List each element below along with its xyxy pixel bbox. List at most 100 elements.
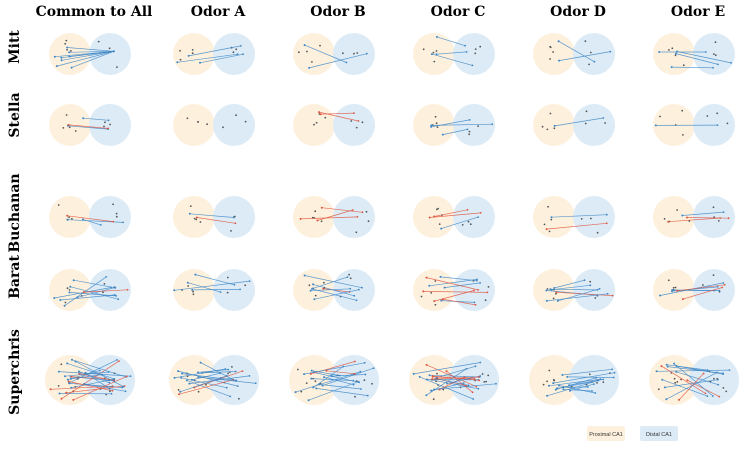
connection-endpoint	[706, 395, 709, 397]
connection-line	[77, 287, 115, 298]
connection-endpoint	[322, 287, 325, 290]
panel-stella-1	[173, 104, 255, 146]
connection-endpoint	[105, 276, 108, 278]
distal-region	[573, 196, 615, 238]
neuron-node	[596, 382, 598, 384]
connection-endpoint	[464, 44, 466, 47]
proximal-region	[45, 355, 95, 405]
connection-endpoint	[428, 284, 431, 287]
connection-endpoint	[186, 281, 189, 284]
connection-line	[313, 366, 344, 388]
connection-endpoint	[665, 398, 668, 401]
panel-buchanan-0	[49, 196, 131, 238]
connection-line	[180, 375, 227, 393]
connection-endpoint	[187, 54, 190, 57]
neuron-node	[116, 66, 118, 68]
connection-endpoint	[319, 113, 322, 116]
connection-endpoint	[98, 369, 101, 372]
neuron-node	[297, 368, 299, 371]
connection-line	[300, 216, 358, 220]
connection-line	[70, 374, 103, 380]
connection-endpoint	[113, 294, 116, 296]
connection-endpoint	[440, 227, 443, 230]
neuron-node	[226, 291, 229, 294]
legend-label-proximal: Proximal CA1	[589, 432, 623, 438]
neuron-node	[235, 48, 238, 51]
connection-endpoint	[107, 127, 110, 130]
neuron-node	[552, 51, 554, 53]
connection-endpoint	[613, 371, 616, 374]
neuron-node	[435, 208, 438, 211]
connection-endpoint	[471, 391, 474, 394]
neuron-node	[467, 220, 470, 223]
connection-line	[60, 294, 115, 301]
connection-line	[195, 274, 235, 286]
connection-endpoint	[67, 123, 70, 126]
neuron-node	[65, 39, 68, 42]
connection-endpoint	[722, 372, 724, 375]
connection-line	[179, 379, 234, 395]
connection-line	[664, 379, 718, 388]
neuron-node	[469, 223, 472, 226]
connection-endpoint	[365, 52, 368, 55]
neuron-node	[311, 216, 314, 219]
neuron-node	[103, 283, 106, 285]
panel-buchanan-5	[653, 196, 735, 238]
neuron-node	[726, 122, 729, 125]
proximal-region	[533, 33, 575, 75]
connection-endpoint	[681, 298, 684, 301]
connection-endpoint	[706, 369, 709, 371]
connection-line	[567, 376, 614, 378]
legend-swatch-proximal	[587, 426, 625, 441]
connection-endpoint	[666, 365, 669, 368]
connection-line	[677, 284, 725, 292]
connection-endpoint	[654, 124, 657, 127]
connection-line	[66, 385, 125, 394]
neuron-node	[553, 127, 556, 130]
connection-endpoint	[53, 297, 56, 299]
neuron-node	[713, 53, 715, 55]
neuron-node	[109, 123, 111, 126]
connection-endpoint	[545, 228, 548, 231]
proximal-region	[653, 33, 695, 75]
connection-endpoint	[185, 379, 188, 382]
connection-line	[67, 47, 114, 52]
connection-line	[199, 53, 244, 64]
connection-endpoint	[310, 369, 313, 372]
neuron-node	[659, 115, 661, 118]
connection-line	[311, 370, 340, 376]
connection-endpoint	[430, 53, 433, 56]
connection-endpoint	[477, 216, 479, 219]
connection-endpoint	[180, 376, 183, 379]
proximal-region	[653, 196, 695, 238]
neuron-node	[542, 383, 545, 386]
connection-endpoint	[354, 360, 356, 363]
neuron-node	[676, 381, 679, 383]
connection-endpoint	[115, 295, 117, 297]
neuron-node	[70, 50, 72, 52]
connection-endpoint	[118, 360, 120, 362]
neuron-node	[589, 51, 592, 54]
connection-endpoint	[441, 133, 444, 136]
connection-line	[682, 287, 723, 300]
connection-line	[434, 209, 468, 217]
connection-endpoint	[236, 385, 239, 387]
connection-endpoint	[675, 52, 677, 55]
neuron-node	[434, 280, 437, 282]
legend-label-distal: Distal CA1	[646, 432, 672, 438]
connection-line	[439, 376, 465, 390]
connection-endpoint	[361, 286, 363, 289]
connection-endpoint	[719, 217, 722, 219]
neuron-node	[193, 217, 196, 220]
connection-endpoint	[74, 360, 77, 363]
neuron-node	[674, 381, 677, 384]
neuron-node	[363, 379, 366, 382]
neuron-node	[57, 385, 60, 387]
connection-endpoint	[433, 388, 436, 391]
neuron-node	[420, 295, 423, 298]
neuron-node	[108, 47, 111, 50]
connection-line	[423, 291, 488, 293]
panel-barat-5	[653, 269, 735, 311]
connection-line	[71, 359, 127, 378]
neuron-node	[477, 125, 479, 127]
